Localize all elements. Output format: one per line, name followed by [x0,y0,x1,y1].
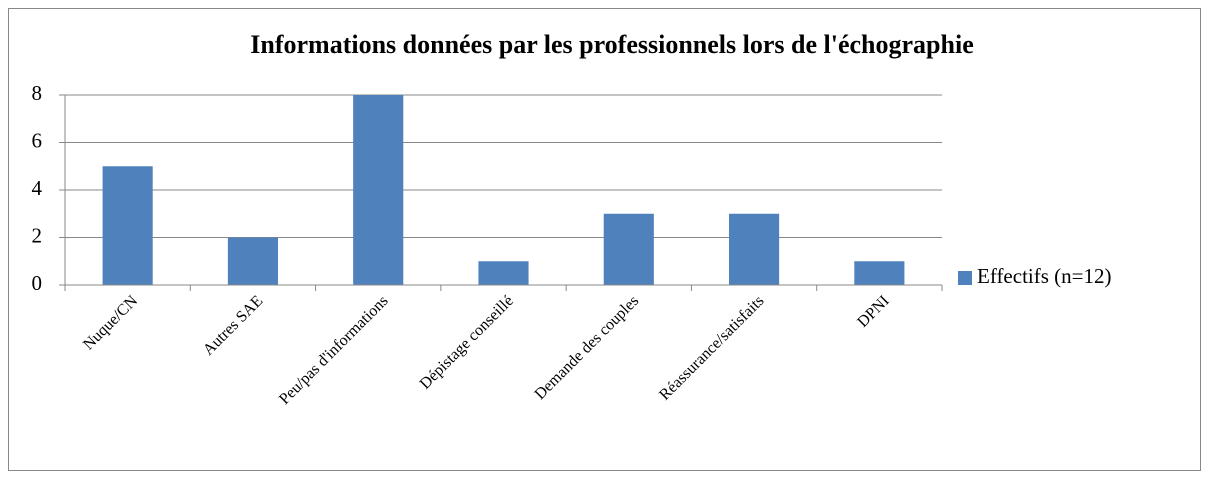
legend-swatch [958,271,972,285]
y-tick-label: 0 [32,271,43,295]
bar [478,261,529,285]
bar [603,213,654,285]
legend-label: Effectifs (n=12) [977,264,1112,288]
chart-title: Informations données par les professionn… [250,30,973,59]
bar [353,95,404,285]
y-tick-label: 4 [32,176,43,200]
y-tick-label: 6 [32,128,43,152]
bar [729,213,780,285]
bar [227,237,278,285]
bar [854,261,905,285]
y-tick-label: 8 [32,81,43,105]
bar [102,166,153,285]
y-tick-label: 2 [32,223,43,247]
